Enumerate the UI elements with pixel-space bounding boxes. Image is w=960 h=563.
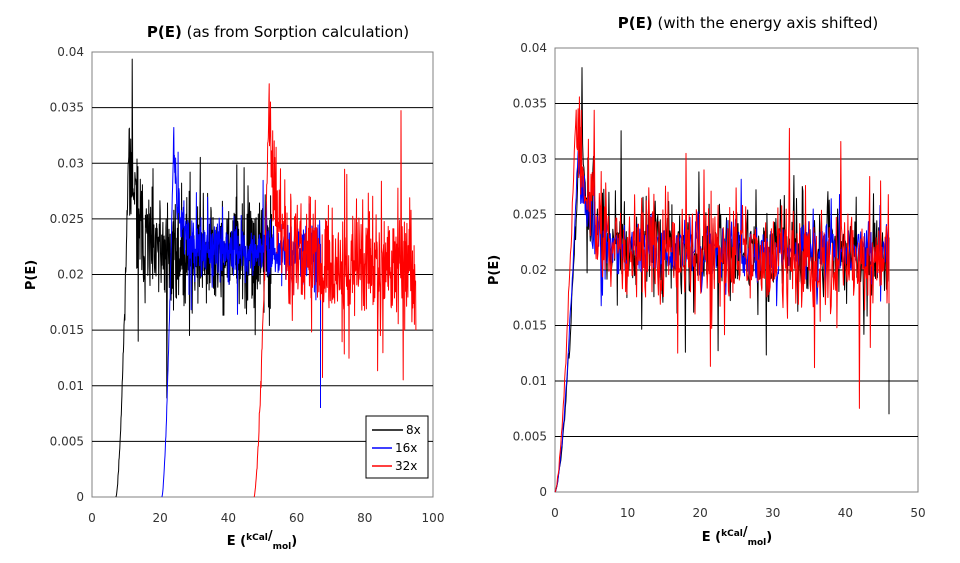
y-tick-labels: 0 0.005 0.01 0.015 0.02 0.025 0.03 0.035 0.04 bbox=[513, 41, 547, 499]
y-axis-label: P(E) bbox=[24, 260, 39, 290]
x-axis-label-sub: mol bbox=[748, 538, 767, 548]
y-tick-label: 0.005 bbox=[513, 430, 547, 444]
y-tick-label: 0.01 bbox=[57, 379, 84, 393]
chart-title: P(E) (as from Sorption calculation) bbox=[147, 23, 409, 41]
x-tick-label: 60 bbox=[289, 511, 304, 525]
x-axis-label-sub: mol bbox=[273, 542, 292, 552]
x-tick-label: 20 bbox=[693, 506, 708, 520]
series-line-16x bbox=[554, 150, 890, 493]
y-tick-label: 0.03 bbox=[57, 156, 84, 170]
x-tick-labels: 0 10 20 30 40 50 bbox=[551, 506, 925, 520]
x-tick-label: 40 bbox=[221, 511, 236, 525]
chart-title-rest: (with the energy axis shifted) bbox=[653, 14, 878, 32]
x-tick-label: 100 bbox=[422, 511, 445, 525]
x-tick-label: 0 bbox=[551, 506, 559, 520]
x-axis-label-sup: kCal bbox=[246, 533, 268, 543]
chart-sorption: P(E) (as from Sorption calculation) 0 0.0… bbox=[24, 23, 444, 552]
chart-title-bold: P(E) bbox=[147, 23, 182, 41]
x-tick-labels: 0 20 40 60 80 100 bbox=[88, 511, 444, 525]
y-tick-label: 0.015 bbox=[513, 319, 547, 333]
x-axis-label: E (kCal/mol) bbox=[702, 525, 772, 548]
x-axis-label-main: E ( bbox=[702, 530, 721, 545]
x-axis-label-close: ) bbox=[766, 530, 772, 545]
y-tick-label: 0.035 bbox=[513, 97, 547, 111]
y-tick-label: 0.04 bbox=[520, 41, 547, 55]
y-tick-label: 0.01 bbox=[520, 374, 547, 388]
x-axis-label-close: ) bbox=[291, 534, 297, 549]
y-tick-label: 0.02 bbox=[57, 268, 84, 282]
y-tick-label: 0.025 bbox=[50, 212, 84, 226]
x-tick-label: 30 bbox=[765, 506, 780, 520]
legend-label-8x: 8x bbox=[406, 423, 421, 437]
x-tick-label: 50 bbox=[910, 506, 925, 520]
chart-title: P(E) (with the energy axis shifted) bbox=[618, 14, 878, 32]
y-tick-label: 0.03 bbox=[520, 152, 547, 166]
chart-shifted: P(E) (with the energy axis shifted) 0 0.0… bbox=[487, 14, 926, 548]
y-tick-label: 0.005 bbox=[50, 434, 84, 448]
y-tick-label: 0.04 bbox=[57, 45, 84, 59]
series-line-32x bbox=[253, 83, 417, 498]
y-tick-label: 0 bbox=[539, 485, 547, 499]
series-lines bbox=[554, 67, 890, 493]
y-tick-label: 0.035 bbox=[50, 101, 84, 115]
chart-title-rest: (as from Sorption calculation) bbox=[182, 23, 409, 41]
chart-title-bold: P(E) bbox=[618, 14, 653, 32]
x-axis-label-slash: / bbox=[268, 529, 273, 544]
legend-label-16x: 16x bbox=[395, 441, 417, 455]
y-tick-label: 0.015 bbox=[50, 323, 84, 337]
y-axis-label: P(E) bbox=[487, 255, 502, 285]
x-axis-label: E (kCal/mol) bbox=[227, 529, 297, 552]
legend-box bbox=[365, 415, 429, 479]
series-lines bbox=[115, 58, 417, 498]
legend-label-32x: 32x bbox=[395, 459, 417, 473]
x-tick-label: 10 bbox=[620, 506, 635, 520]
y-tick-label: 0.025 bbox=[513, 208, 547, 222]
x-tick-label: 20 bbox=[153, 511, 168, 525]
x-axis-label-sup: kCal bbox=[721, 529, 743, 539]
y-tick-label: 0.02 bbox=[520, 263, 547, 277]
series-line-8x bbox=[554, 67, 890, 493]
x-axis-label-slash: / bbox=[743, 525, 748, 540]
x-tick-label: 40 bbox=[838, 506, 853, 520]
legend: 8x 16x 32x bbox=[365, 415, 429, 479]
y-tick-labels: 0 0.005 0.01 0.015 0.02 0.025 0.03 0.035 0.04 bbox=[50, 45, 84, 504]
y-tick-label: 0 bbox=[76, 490, 84, 504]
series-line-32x bbox=[554, 96, 890, 493]
gridlines bbox=[555, 103, 918, 437]
x-axis-label-main: E ( bbox=[227, 534, 246, 549]
x-tick-label: 80 bbox=[357, 511, 372, 525]
x-tick-label: 0 bbox=[88, 511, 96, 525]
